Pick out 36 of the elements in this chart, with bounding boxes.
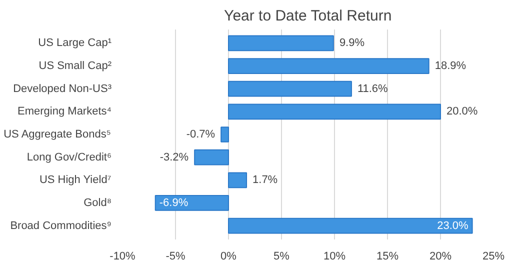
y-tick-label: US High Yield⁷ — [39, 174, 112, 186]
y-tick-label: Emerging Markets⁴ — [18, 106, 112, 118]
data-label: 18.9% — [434, 60, 466, 72]
x-tick-label: 15% — [376, 250, 399, 262]
y-tick-label: US Small Cap² — [38, 60, 112, 72]
data-label: -3.2% — [160, 151, 189, 164]
data-label: 11.6% — [357, 82, 388, 95]
data-label: 23.0% — [437, 220, 469, 232]
bar — [228, 218, 473, 234]
y-tick-label: US Large Cap¹ — [38, 37, 112, 50]
data-label: -0.7% — [186, 128, 216, 140]
bar — [228, 35, 334, 52]
x-tick-label: 0% — [220, 250, 237, 262]
x-tick-label: -10% — [110, 250, 136, 262]
data-label: 9.9% — [339, 37, 365, 50]
y-tick-label: Long Gov/Credit⁶ — [26, 151, 112, 164]
y-tick-label: US Aggregate Bonds⁵ — [4, 128, 111, 140]
y-tick-label: Broad Commodities⁹ — [10, 220, 112, 232]
data-label: 1.7% — [252, 174, 278, 186]
x-tick-label: -5% — [166, 250, 186, 262]
bar — [228, 80, 352, 97]
x-tick-label: 10% — [323, 250, 346, 262]
y-tick-label: Gold⁸ — [84, 196, 112, 209]
bar — [154, 195, 229, 211]
chart-title: Year to Date Total Return — [224, 8, 392, 24]
data-label: -6.9% — [159, 196, 188, 209]
bar — [228, 58, 430, 74]
x-tick-label: 25% — [482, 250, 505, 262]
bar — [228, 172, 248, 188]
x-tick-label: 20% — [429, 250, 452, 262]
data-label: 20.0% — [446, 106, 478, 118]
bar — [220, 126, 229, 142]
x-tick-label: 5% — [274, 250, 290, 262]
bar — [228, 104, 441, 120]
y-tick-label: Developed Non-US³ — [13, 82, 112, 95]
bar — [194, 149, 229, 166]
